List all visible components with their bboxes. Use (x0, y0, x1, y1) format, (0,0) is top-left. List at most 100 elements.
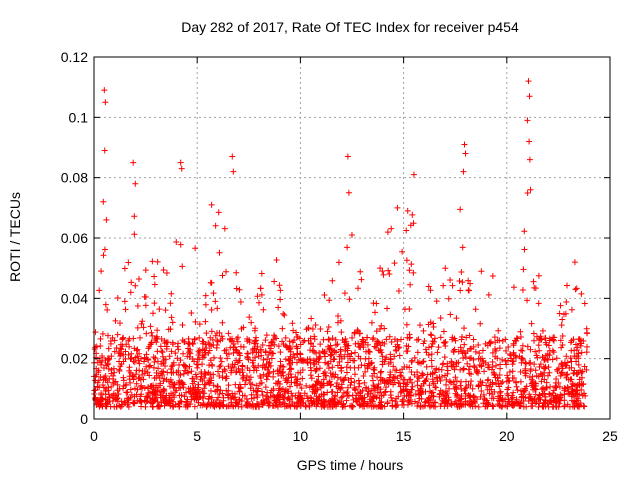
data-point (563, 353, 570, 360)
data-point (393, 367, 400, 374)
data-point (164, 339, 171, 346)
data-point (98, 361, 105, 368)
data-point (447, 277, 454, 284)
data-point (462, 390, 469, 397)
data-point (538, 378, 545, 385)
data-point (308, 397, 315, 404)
data-point (240, 372, 247, 379)
data-point (430, 324, 437, 331)
data-point (557, 302, 564, 309)
data-point (175, 401, 182, 408)
data-point (445, 295, 452, 302)
data-point (228, 367, 235, 374)
data-point (119, 336, 126, 343)
data-point (437, 387, 444, 394)
data-point (289, 320, 296, 327)
data-point (374, 374, 381, 381)
data-point (227, 344, 234, 351)
data-point (556, 310, 563, 317)
data-point (460, 365, 467, 372)
data-point (542, 335, 549, 342)
data-point (440, 328, 447, 335)
data-point (160, 394, 167, 401)
data-point (316, 393, 323, 400)
data-point (320, 380, 327, 387)
data-point (104, 306, 111, 313)
data-point (516, 353, 523, 360)
data-point (208, 394, 215, 401)
data-point (481, 368, 488, 375)
data-point (563, 374, 570, 381)
data-point (192, 245, 199, 252)
data-point (531, 395, 538, 402)
data-point (470, 336, 477, 343)
data-point (397, 383, 404, 390)
data-point (205, 350, 212, 357)
data-point (581, 390, 588, 397)
data-point (294, 351, 301, 358)
data-point (578, 349, 585, 356)
data-point (479, 355, 486, 362)
data-point (411, 371, 418, 378)
ticks-layer: 0 5 10 15 20 25 0 0.02 0.04 0.06 0.08 0.1 0.12 (61, 49, 618, 444)
data-point (275, 387, 282, 394)
data-point (502, 347, 509, 354)
data-point (150, 403, 157, 410)
data-point (148, 329, 155, 336)
data-point (405, 343, 412, 350)
data-point (417, 390, 424, 397)
data-point (453, 360, 460, 367)
data-point (167, 326, 174, 333)
data-point (253, 391, 260, 398)
data-point (191, 396, 198, 403)
data-point (563, 282, 570, 289)
data-point (307, 372, 314, 379)
data-point (462, 354, 469, 361)
data-point (313, 378, 320, 385)
data-point (343, 364, 350, 371)
data-point (183, 398, 190, 405)
data-point (166, 353, 173, 360)
data-point (172, 401, 179, 408)
data-point (565, 390, 572, 397)
data-point (230, 395, 237, 402)
data-point (121, 298, 128, 305)
data-point (514, 387, 521, 394)
data-point (300, 339, 307, 346)
data-point (524, 297, 531, 304)
data-point (401, 376, 408, 383)
data-point (567, 376, 574, 383)
data-point (307, 335, 314, 342)
data-point (282, 389, 289, 396)
data-point (434, 349, 441, 356)
data-point (466, 287, 473, 294)
data-point (339, 336, 346, 343)
data-point (281, 312, 288, 319)
data-point (216, 363, 223, 370)
data-point (383, 336, 390, 343)
data-point (525, 78, 532, 85)
data-point (524, 189, 531, 196)
data-point (444, 370, 451, 377)
data-point (355, 383, 362, 390)
data-point (302, 403, 309, 410)
data-point (250, 367, 257, 374)
data-point (110, 376, 117, 383)
data-point (541, 399, 548, 406)
data-point (328, 389, 335, 396)
data-point (156, 403, 163, 410)
data-point (475, 383, 482, 390)
data-point (349, 403, 356, 410)
data-point (116, 350, 123, 357)
data-point (343, 397, 350, 404)
data-point (539, 391, 546, 398)
data-point (232, 394, 239, 401)
data-point (467, 402, 474, 409)
data-point (523, 403, 530, 410)
data-point (257, 374, 264, 381)
data-point (133, 347, 140, 354)
data-point (346, 296, 353, 303)
data-point (191, 386, 198, 393)
data-point (158, 368, 165, 375)
